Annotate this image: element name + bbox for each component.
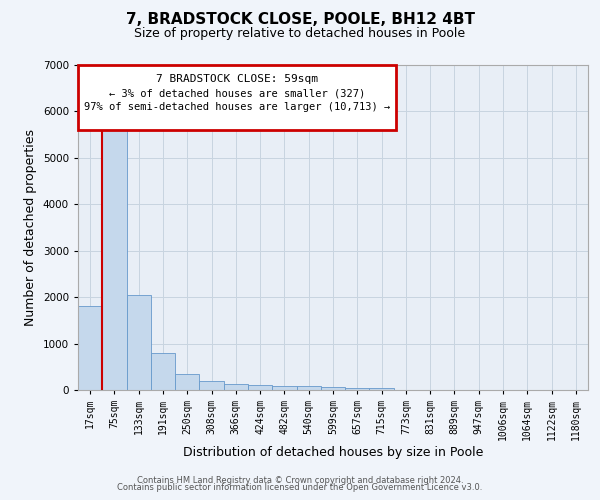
Bar — [321, 387, 345, 390]
Y-axis label: Number of detached properties: Number of detached properties — [24, 129, 37, 326]
Text: Size of property relative to detached houses in Poole: Size of property relative to detached ho… — [134, 28, 466, 40]
Text: ← 3% of detached houses are smaller (327): ← 3% of detached houses are smaller (327… — [109, 89, 365, 99]
Bar — [296, 386, 321, 390]
Bar — [102, 120, 127, 390]
Text: Contains public sector information licensed under the Open Government Licence v3: Contains public sector information licen… — [118, 484, 482, 492]
Bar — [78, 306, 102, 390]
Bar — [151, 353, 175, 390]
Text: 97% of semi-detached houses are larger (10,713) →: 97% of semi-detached houses are larger (… — [84, 102, 390, 113]
Bar — [224, 384, 248, 390]
Bar — [175, 374, 199, 390]
Text: Contains HM Land Registry data © Crown copyright and database right 2024.: Contains HM Land Registry data © Crown c… — [137, 476, 463, 485]
Bar — [127, 295, 151, 390]
Bar — [248, 385, 272, 390]
Bar — [272, 386, 296, 390]
X-axis label: Distribution of detached houses by size in Poole: Distribution of detached houses by size … — [183, 446, 483, 458]
Bar — [345, 388, 370, 390]
Bar — [370, 388, 394, 390]
Text: 7 BRADSTOCK CLOSE: 59sqm: 7 BRADSTOCK CLOSE: 59sqm — [156, 74, 318, 84]
Text: 7, BRADSTOCK CLOSE, POOLE, BH12 4BT: 7, BRADSTOCK CLOSE, POOLE, BH12 4BT — [125, 12, 475, 28]
Bar — [199, 380, 224, 390]
